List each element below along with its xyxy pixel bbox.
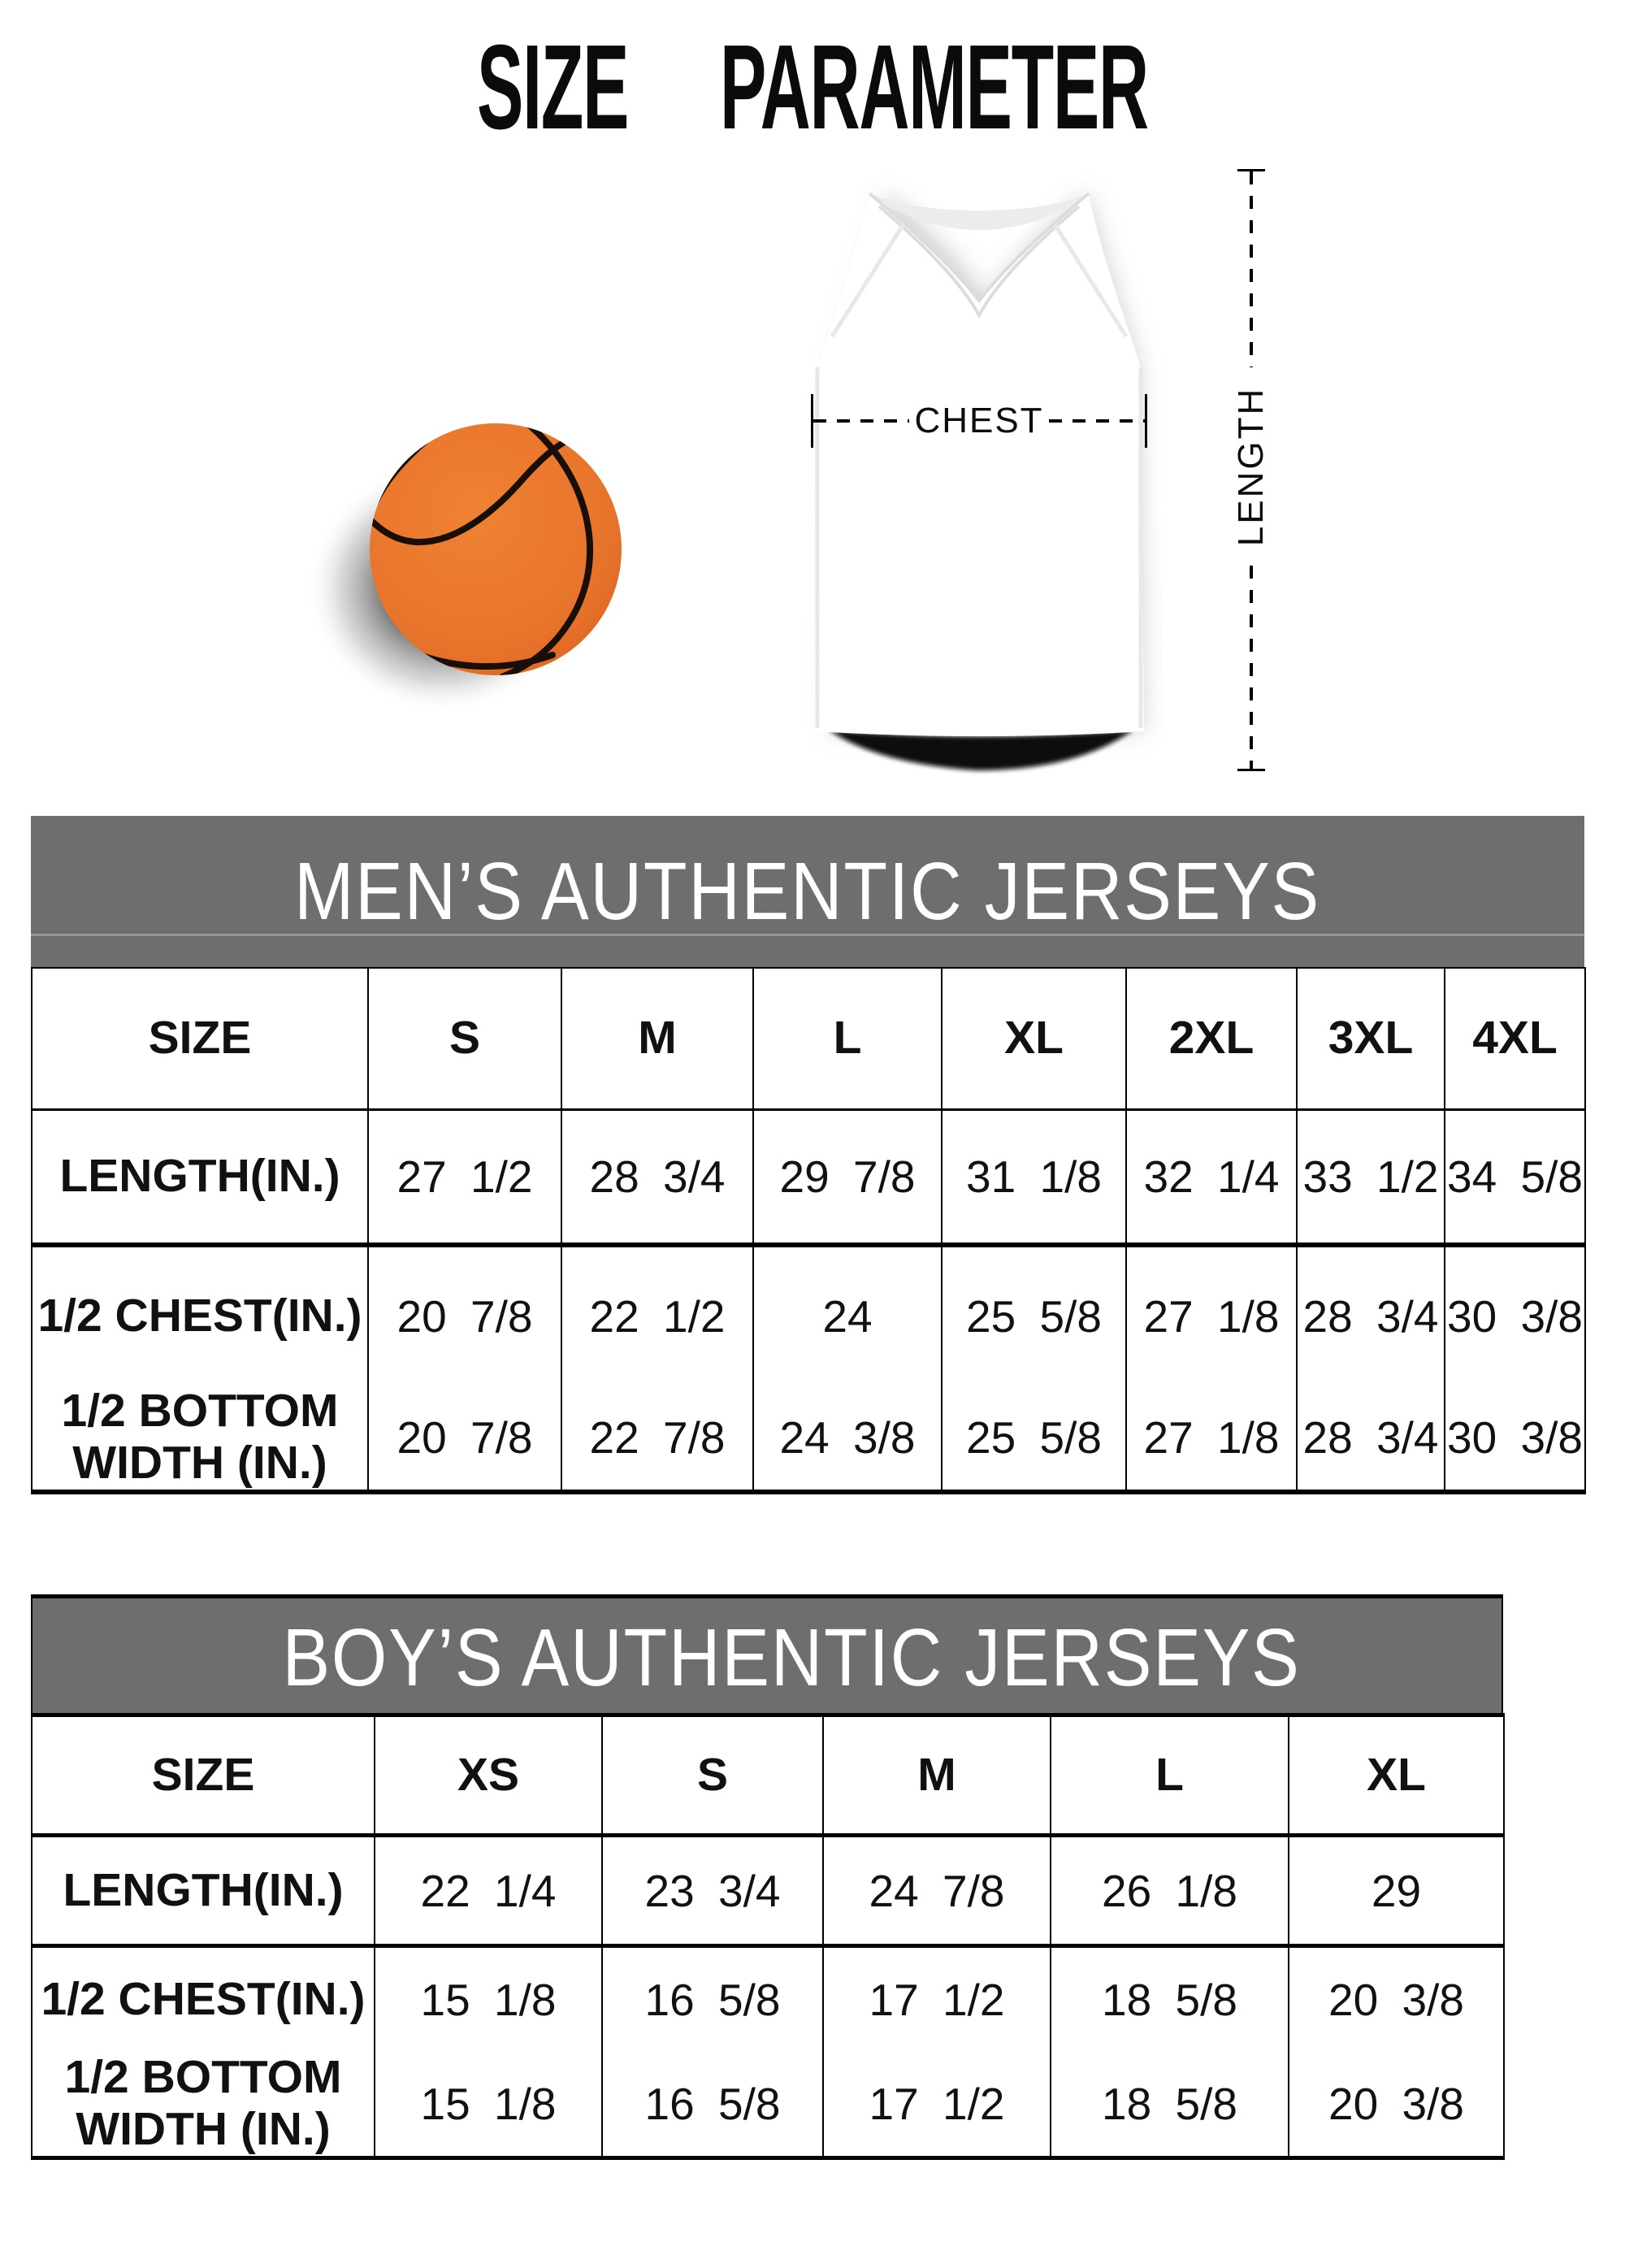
table-row: LENGTH(IN.) 27 1/2 28 3/4 29 7/8 31 1/8 32 1/…: [31, 1109, 1586, 1247]
size-option-header: 4XL: [1444, 968, 1586, 1111]
measurement-value: 29 7/8: [752, 1109, 942, 1247]
measurement-value: 17 1/2: [822, 1945, 1051, 2052]
size-option-header: S: [601, 1715, 824, 1837]
measurement-value: 20 7/8: [367, 1245, 562, 1386]
chest-right-tick: [1145, 394, 1147, 448]
measurement-label: 1/2 CHEST(IN.): [31, 1245, 369, 1386]
measurement-value: 24: [752, 1245, 942, 1386]
measurement-value: 31 1/8: [941, 1109, 1127, 1247]
table-row: LENGTH(IN.) 22 1/4 23 3/4 24 7/8 26 1/8 29: [31, 1835, 1505, 1948]
size-option-header: XL: [941, 968, 1127, 1111]
length-dash-bottom: [1250, 566, 1253, 769]
measurement-value: 27 1/8: [1125, 1386, 1298, 1492]
size-option-header: XS: [374, 1715, 603, 1837]
size-option-header: M: [822, 1715, 1051, 1837]
measurement-value: 24 3/8: [752, 1386, 942, 1492]
table-row: 1/2 BOTTOM WIDTH (IN.) 20 7/8 22 7/8 24 3/8…: [31, 1385, 1586, 1492]
mens-size-table: SIZE S M L XL 2XL 3XL 4XL LENGTH(IN.) 27 1/2 28 3/…: [31, 967, 1586, 1494]
size-option-header: L: [752, 968, 942, 1111]
measurement-value: 28 3/4: [1296, 1245, 1445, 1386]
jersey-body: [814, 193, 1144, 736]
boys-size-table: SIZE XS S M L XL LENGTH(IN.) 22 1/4 23 3/4 24 7/8…: [31, 1713, 1505, 2160]
measurement-value: 34 5/8: [1444, 1109, 1586, 1247]
mens-section-title: MEN’S AUTHENTIC JERSEYS: [294, 845, 1321, 937]
table-row: 1/2 CHEST(IN.) 15 1/8 16 5/8 17 1/2 18 5/8 20…: [31, 1945, 1505, 2052]
measurement-value: 17 1/2: [822, 2052, 1051, 2158]
measurement-value: 30 3/8: [1444, 1245, 1586, 1386]
measurement-value: 33 1/2: [1296, 1109, 1445, 1247]
measurement-value: 28 3/4: [561, 1109, 754, 1247]
chest-label: CHEST: [914, 401, 1044, 440]
size-option-header: XL: [1288, 1715, 1505, 1837]
measurement-value: 16 5/8: [601, 2052, 824, 2158]
table-row: 1/2 CHEST(IN.) 20 7/8 22 1/2 24 25 5/8 27 1/8…: [31, 1245, 1586, 1386]
jersey-bottom-shadow: [829, 730, 1133, 770]
measurement-label: 1/2 CHEST(IN.): [31, 1945, 375, 2052]
measurement-value: 15 1/8: [374, 1945, 603, 2052]
measurement-value: 20 3/8: [1288, 1945, 1505, 2052]
measurement-value: 20 7/8: [367, 1386, 562, 1492]
boys-section-title: BOY’S AUTHENTIC JERSEYS: [282, 1611, 1301, 1703]
measurement-value: 28 3/4: [1296, 1386, 1445, 1492]
measurement-value: 29: [1288, 1835, 1505, 1948]
measurement-value: 22 1/4: [374, 1835, 603, 1948]
measurement-value: 22 1/2: [561, 1245, 754, 1386]
chest-dash-left: [813, 419, 910, 423]
measurement-label: 1/2 BOTTOM WIDTH (IN.): [31, 2051, 375, 2158]
size-option-header: S: [367, 968, 562, 1111]
chest-left-tick: [811, 394, 813, 448]
length-label: LENGTH: [1231, 386, 1272, 547]
measurement-value: 26 1/8: [1050, 1835, 1289, 1948]
boys-section-header: BOY’S AUTHENTIC JERSEYS: [31, 1594, 1503, 1719]
measurement-label: LENGTH(IN.): [31, 1109, 369, 1247]
measurement-label: 1/2 BOTTOM WIDTH (IN.): [31, 1385, 369, 1492]
length-dash-top: [1250, 171, 1253, 367]
measurement-value: 24 7/8: [822, 1835, 1051, 1948]
size-option-header: M: [561, 968, 754, 1111]
measurement-value: 22 7/8: [561, 1386, 754, 1492]
page-title: SIZE PARAMETER: [477, 20, 1149, 154]
size-column-title: SIZE: [31, 968, 369, 1111]
size-column-title: SIZE: [31, 1715, 375, 1837]
length-top-tick: [1237, 169, 1265, 171]
measurement-value: 15 1/8: [374, 2052, 603, 2158]
measurement-label: LENGTH(IN.): [31, 1835, 375, 1948]
measurement-value: 27 1/8: [1125, 1245, 1298, 1386]
size-option-header: 3XL: [1296, 968, 1445, 1111]
mens-section-header: MEN’S AUTHENTIC JERSEYS: [31, 816, 1584, 967]
chest-dimension-line: CHEST: [811, 392, 1147, 449]
measurement-value: 27 1/2: [367, 1109, 562, 1247]
table-row: SIZE XS S M L XL: [31, 1715, 1505, 1837]
size-option-header: L: [1050, 1715, 1289, 1837]
table-row: SIZE S M L XL 2XL 3XL 4XL: [31, 968, 1586, 1111]
mens-band-divider: [31, 934, 1584, 936]
measurement-value: 23 3/4: [601, 1835, 824, 1948]
measurement-value: 25 5/8: [941, 1386, 1127, 1492]
table-row: 1/2 BOTTOM WIDTH (IN.) 15 1/8 16 5/8 17 1/2…: [31, 2051, 1505, 2158]
jersey-icon: [814, 192, 1144, 770]
measurement-value: 18 5/8: [1050, 2052, 1289, 2158]
size-option-header: 2XL: [1125, 968, 1298, 1111]
length-bottom-tick: [1237, 769, 1265, 771]
measurement-value: 30 3/8: [1444, 1386, 1586, 1492]
measurement-value: 32 1/4: [1125, 1109, 1298, 1247]
measurement-value: 16 5/8: [601, 1945, 824, 2052]
measurement-value: 20 3/8: [1288, 2052, 1505, 2158]
measurement-value: 18 5/8: [1050, 1945, 1289, 2052]
chest-dash-right: [1048, 419, 1145, 423]
basketball-icon: [306, 423, 622, 713]
length-dimension-line: LENGTH: [1225, 169, 1277, 774]
measurement-value: 25 5/8: [941, 1245, 1127, 1386]
